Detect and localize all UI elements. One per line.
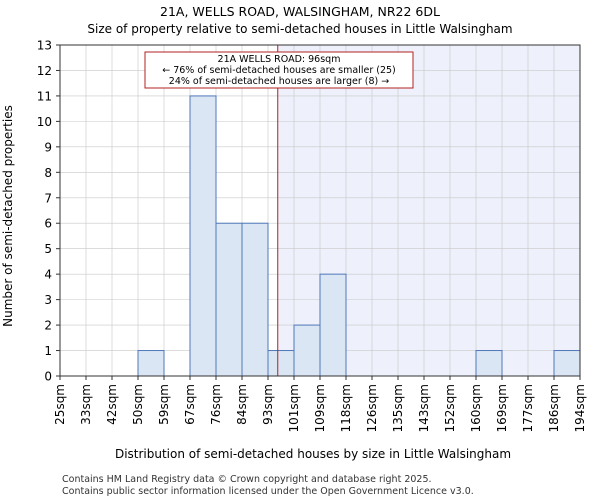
- property-annotation: 21A WELLS ROAD: 96sqm ← 76% of semi-deta…: [144, 51, 414, 89]
- bar-84sqm: [241, 222, 269, 377]
- y-axis-label: Number of semi-detached properties: [1, 105, 15, 327]
- x-tick-label: 160sqm: [469, 384, 483, 432]
- y-tick-label: 13: [37, 39, 52, 53]
- x-tick-label: 101sqm: [287, 384, 301, 432]
- x-tick-label: 84sqm: [235, 384, 249, 425]
- y-tick-label: 0: [44, 370, 52, 384]
- annotation-line-3: 24% of semi-detached houses are larger (…: [169, 76, 389, 87]
- x-tick-label: 93sqm: [261, 384, 275, 425]
- x-tick-label: 50sqm: [131, 384, 145, 425]
- y-tick-label: 10: [37, 115, 52, 129]
- x-tick-label: 109sqm: [313, 384, 327, 432]
- y-tick-label: 2: [44, 319, 52, 333]
- x-axis-label: Distribution of semi-detached houses by …: [115, 447, 511, 461]
- y-tick-label: 6: [44, 217, 52, 231]
- bar-101sqm: [293, 324, 321, 377]
- bar-67sqm: [189, 95, 217, 377]
- x-tick-label: 33sqm: [79, 384, 93, 425]
- x-tick-label: 25sqm: [53, 384, 67, 425]
- y-tick-label: 5: [44, 242, 52, 256]
- chart-title: 21A, WELLS ROAD, WALSINGHAM, NR22 6DL: [160, 4, 440, 19]
- x-tick-label: 76sqm: [209, 384, 223, 425]
- bar-109sqm: [319, 273, 347, 377]
- footer-line-1: Contains HM Land Registry data © Crown c…: [62, 474, 432, 485]
- x-tick-label: 67sqm: [183, 384, 197, 425]
- annotation-box: [144, 51, 414, 89]
- y-tick-label: 8: [44, 166, 52, 180]
- bar-76sqm: [215, 222, 243, 377]
- bar-50sqm: [137, 350, 165, 377]
- bar-186sqm: [553, 350, 581, 377]
- annotation-line-1: 21A WELLS ROAD: 96sqm: [218, 54, 341, 65]
- x-tick-label: 143sqm: [417, 384, 431, 432]
- y-tick-label: 4: [44, 268, 52, 282]
- x-tick-label: 126sqm: [365, 384, 379, 432]
- bars: [137, 95, 581, 377]
- annotation-line-2: ← 76% of semi-detached houses are smalle…: [162, 65, 396, 76]
- x-tick-label: 118sqm: [339, 384, 353, 432]
- bar-160sqm: [475, 350, 503, 377]
- x-tick-label: 194sqm: [573, 384, 587, 432]
- y-tick-label: 7: [44, 191, 52, 205]
- y-tick-label: 1: [44, 344, 52, 358]
- footer-line-2: Contains public sector information licen…: [62, 486, 474, 497]
- x-tick-label: 169sqm: [495, 384, 509, 432]
- x-tick-label: 59sqm: [157, 384, 171, 425]
- x-tick-label: 135sqm: [391, 384, 405, 432]
- x-tick-label: 177sqm: [521, 384, 535, 432]
- x-tick-label: 42sqm: [105, 384, 119, 425]
- x-axis-ticks: 25sqm 33sqm 42sqm 50sqm 59sqm 67sqm 76sqm 84sqm…: [53, 376, 587, 432]
- y-tick-label: 11: [37, 89, 52, 103]
- chart-subtitle: Size of property relative to semi-detach…: [87, 22, 512, 36]
- y-tick-label: 9: [44, 140, 52, 154]
- x-tick-label: 186sqm: [547, 384, 561, 432]
- y-tick-label: 3: [44, 293, 52, 307]
- x-tick-label: 152sqm: [443, 384, 457, 432]
- y-tick-label: 12: [37, 64, 52, 78]
- bar-93sqm: [267, 350, 295, 377]
